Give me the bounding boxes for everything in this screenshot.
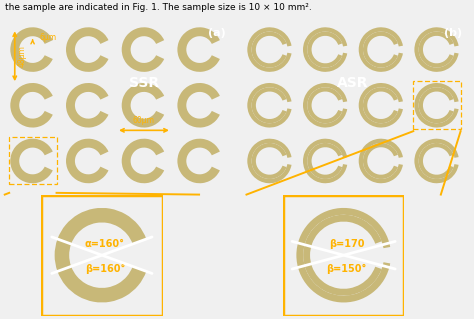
Wedge shape — [414, 139, 459, 183]
Text: (b): (b) — [444, 28, 463, 38]
Wedge shape — [66, 139, 109, 183]
Wedge shape — [359, 27, 403, 72]
Wedge shape — [122, 27, 164, 72]
Text: β=160°: β=160° — [85, 263, 125, 274]
Bar — [413, 81, 461, 129]
Wedge shape — [303, 139, 347, 183]
Wedge shape — [66, 83, 109, 128]
Wedge shape — [363, 32, 398, 68]
Wedge shape — [303, 27, 347, 72]
Text: 60μm: 60μm — [133, 116, 155, 125]
Wedge shape — [363, 87, 398, 123]
Wedge shape — [307, 32, 342, 68]
Wedge shape — [419, 32, 454, 68]
Wedge shape — [122, 139, 164, 183]
Wedge shape — [10, 139, 53, 183]
Text: 48μm: 48μm — [18, 45, 27, 67]
Wedge shape — [414, 27, 459, 72]
Text: 6μm: 6μm — [39, 33, 56, 42]
Text: α=160°: α=160° — [85, 239, 125, 249]
Wedge shape — [177, 27, 220, 72]
Wedge shape — [419, 87, 454, 123]
Wedge shape — [359, 139, 403, 183]
Text: (a): (a) — [208, 28, 225, 38]
Text: β=170: β=170 — [329, 239, 365, 249]
Wedge shape — [252, 87, 286, 123]
Wedge shape — [247, 83, 292, 128]
Wedge shape — [10, 27, 53, 72]
Wedge shape — [414, 83, 459, 128]
Wedge shape — [359, 83, 403, 128]
Text: SSR: SSR — [129, 76, 159, 90]
Wedge shape — [10, 83, 53, 128]
Wedge shape — [177, 139, 220, 183]
Wedge shape — [363, 143, 398, 179]
Wedge shape — [247, 139, 292, 183]
Bar — [9, 137, 56, 184]
Wedge shape — [307, 87, 342, 123]
Wedge shape — [303, 215, 382, 296]
Wedge shape — [252, 143, 286, 179]
Text: ASR: ASR — [337, 76, 369, 90]
Wedge shape — [307, 143, 342, 179]
Text: the sample are indicated in Fig. 1. The sample size is 10 × 10 mm².: the sample are indicated in Fig. 1. The … — [5, 3, 311, 12]
Wedge shape — [177, 83, 220, 128]
Wedge shape — [55, 208, 146, 302]
Wedge shape — [122, 83, 164, 128]
Wedge shape — [247, 27, 292, 72]
Wedge shape — [303, 83, 347, 128]
Text: β=150°: β=150° — [327, 263, 367, 274]
Wedge shape — [419, 143, 454, 179]
Wedge shape — [66, 27, 109, 72]
Wedge shape — [252, 32, 286, 68]
Wedge shape — [296, 208, 390, 302]
